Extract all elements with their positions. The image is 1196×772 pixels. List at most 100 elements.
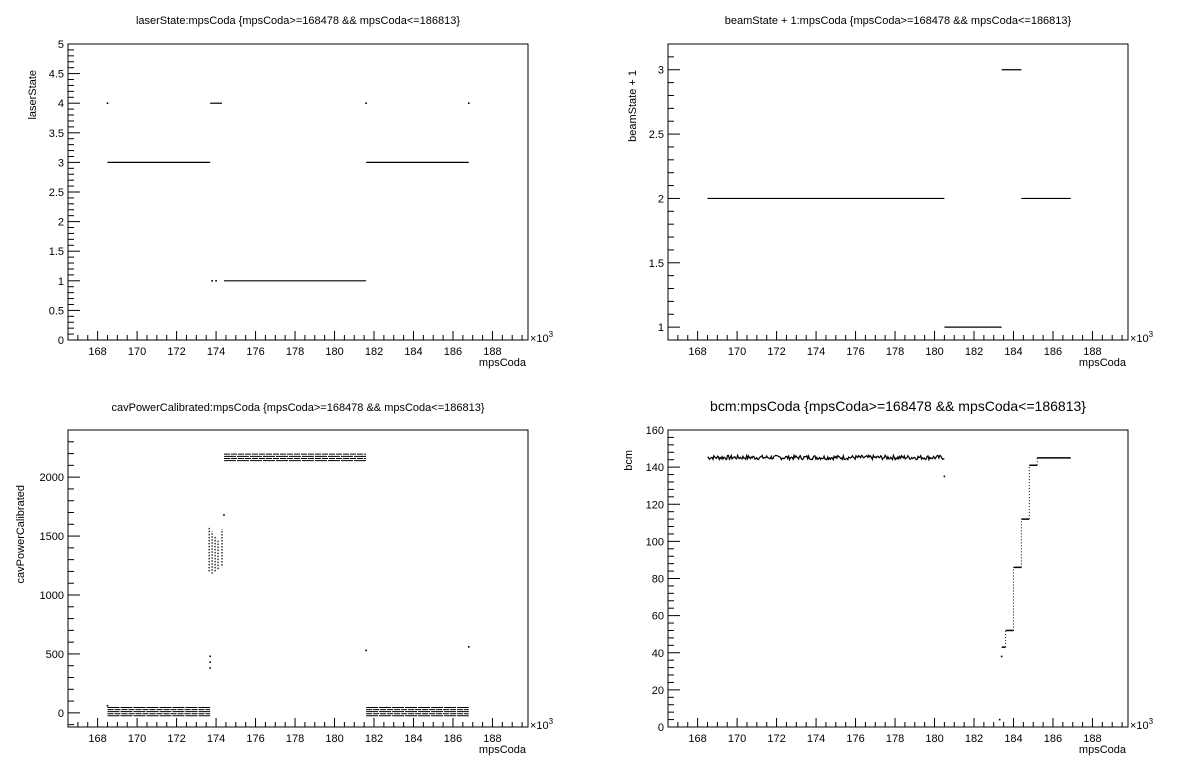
chart-3: cavPowerCalibrated:mpsCoda {mpsCoda>=168… bbox=[15, 402, 554, 756]
x-tick-label: 188 bbox=[1083, 346, 1101, 358]
y-tick-label: 1 bbox=[58, 276, 64, 288]
y-tick-label: 120 bbox=[646, 499, 664, 511]
x-axis-multiplier: ×103 bbox=[1130, 717, 1154, 732]
x-tick-label: 180 bbox=[925, 346, 943, 358]
x-tick-label: 178 bbox=[286, 733, 304, 745]
y-tick-label: 0.5 bbox=[49, 305, 64, 317]
y-tick-label: 140 bbox=[646, 462, 664, 474]
data-point bbox=[467, 646, 470, 648]
x-tick-label: 186 bbox=[1044, 733, 1062, 745]
x-tick-label: 180 bbox=[325, 346, 343, 358]
data-point bbox=[365, 102, 367, 104]
plot-frame bbox=[67, 429, 529, 728]
x-tick-label: 186 bbox=[444, 733, 462, 745]
x-tick-label: 170 bbox=[728, 733, 746, 745]
y-tick-label: 80 bbox=[652, 574, 664, 586]
y-tick-label: 0 bbox=[658, 722, 664, 734]
y-tick-label: 0 bbox=[58, 335, 64, 347]
y-axis-label: bcm bbox=[623, 450, 635, 471]
y-tick-label: 60 bbox=[652, 611, 664, 623]
x-tick-label: 170 bbox=[128, 346, 146, 358]
x-tick-label: 176 bbox=[246, 346, 264, 358]
x-tick-label: 178 bbox=[886, 733, 904, 745]
chart-title: beamState + 1:mpsCoda {mpsCoda>=168478 &… bbox=[725, 15, 1072, 27]
x-tick-label: 172 bbox=[167, 346, 185, 358]
data-point bbox=[209, 655, 211, 658]
x-tick-label: 174 bbox=[207, 733, 225, 745]
y-tick-label: 2.5 bbox=[649, 129, 664, 141]
x-tick-label: 172 bbox=[767, 346, 785, 358]
x-tick-label: 176 bbox=[246, 733, 264, 745]
y-tick-label: 5 bbox=[58, 39, 64, 51]
data-point bbox=[467, 102, 470, 104]
x-tick-label: 176 bbox=[846, 733, 864, 745]
data-point bbox=[211, 280, 213, 282]
x-axis-multiplier: ×103 bbox=[530, 330, 554, 345]
y-tick-label: 1.5 bbox=[49, 246, 64, 258]
y-tick-label: 1 bbox=[658, 322, 664, 334]
chart-title: bcm:mpsCoda {mpsCoda>=168478 && mpsCoda<… bbox=[710, 398, 1086, 414]
y-axis-label: laserState bbox=[27, 70, 39, 120]
x-tick-label: 178 bbox=[286, 346, 304, 358]
x-axis-label: mpsCoda bbox=[1079, 744, 1127, 756]
y-tick-label: 3 bbox=[58, 157, 64, 169]
x-tick-label: 174 bbox=[807, 733, 825, 745]
data-point bbox=[106, 102, 109, 104]
plot-frame bbox=[667, 429, 1129, 728]
x-tick-label: 176 bbox=[846, 346, 864, 358]
y-tick-label: 1000 bbox=[40, 590, 64, 602]
x-tick-label: 172 bbox=[767, 733, 785, 745]
x-tick-label: 188 bbox=[483, 346, 501, 358]
x-tick-label: 172 bbox=[167, 733, 185, 745]
x-tick-label: 168 bbox=[88, 346, 106, 358]
x-tick-label: 170 bbox=[728, 346, 746, 358]
x-tick-label: 188 bbox=[483, 733, 501, 745]
data-trace bbox=[707, 453, 945, 462]
y-tick-label: 2 bbox=[58, 217, 64, 229]
y-tick-label: 500 bbox=[46, 649, 64, 661]
chart-2: beamState + 1:mpsCoda {mpsCoda>=168478 &… bbox=[627, 15, 1154, 369]
data-point bbox=[1000, 655, 1003, 658]
y-tick-label: 3.5 bbox=[49, 128, 64, 140]
x-tick-label: 186 bbox=[444, 346, 462, 358]
x-tick-label: 174 bbox=[207, 346, 225, 358]
x-tick-label: 168 bbox=[688, 733, 706, 745]
y-tick-label: 2.5 bbox=[49, 187, 64, 199]
x-tick-label: 182 bbox=[365, 346, 383, 358]
x-tick-label: 182 bbox=[965, 346, 983, 358]
x-axis-label: mpsCoda bbox=[479, 357, 527, 369]
data-point bbox=[365, 649, 367, 652]
data-point bbox=[106, 704, 109, 707]
y-tick-label: 1.5 bbox=[649, 258, 664, 270]
y-tick-label: 4 bbox=[58, 98, 64, 110]
x-axis-label: mpsCoda bbox=[1079, 357, 1127, 369]
chart-4: bcm:mpsCoda {mpsCoda>=168478 && mpsCoda<… bbox=[623, 398, 1154, 756]
plot-frame bbox=[67, 43, 529, 341]
x-tick-label: 186 bbox=[1044, 346, 1062, 358]
y-axis-label: beamState + 1 bbox=[627, 70, 639, 142]
y-axis-label: cavPowerCalibrated bbox=[15, 485, 27, 583]
x-tick-label: 182 bbox=[365, 733, 383, 745]
y-tick-label: 20 bbox=[652, 685, 664, 697]
data-point bbox=[215, 280, 217, 282]
x-tick-label: 168 bbox=[688, 346, 706, 358]
data-point bbox=[943, 475, 946, 478]
data-point bbox=[209, 661, 211, 663]
chart-title: laserState:mpsCoda {mpsCoda>=168478 && m… bbox=[136, 15, 460, 27]
y-tick-label: 2000 bbox=[40, 472, 64, 484]
x-tick-label: 184 bbox=[404, 733, 422, 745]
x-tick-label: 180 bbox=[925, 733, 943, 745]
x-tick-label: 184 bbox=[1004, 733, 1022, 745]
x-axis-label: mpsCoda bbox=[479, 744, 527, 756]
x-tick-label: 184 bbox=[404, 346, 422, 358]
chart-title: cavPowerCalibrated:mpsCoda {mpsCoda>=168… bbox=[111, 402, 484, 414]
y-tick-label: 40 bbox=[652, 648, 664, 660]
y-tick-label: 4.5 bbox=[49, 69, 64, 81]
data-point bbox=[223, 514, 225, 516]
plot-frame bbox=[667, 43, 1129, 341]
y-tick-label: 3 bbox=[658, 65, 664, 77]
y-tick-label: 2 bbox=[658, 193, 664, 205]
x-axis-multiplier: ×103 bbox=[530, 717, 554, 732]
x-tick-label: 174 bbox=[807, 346, 825, 358]
